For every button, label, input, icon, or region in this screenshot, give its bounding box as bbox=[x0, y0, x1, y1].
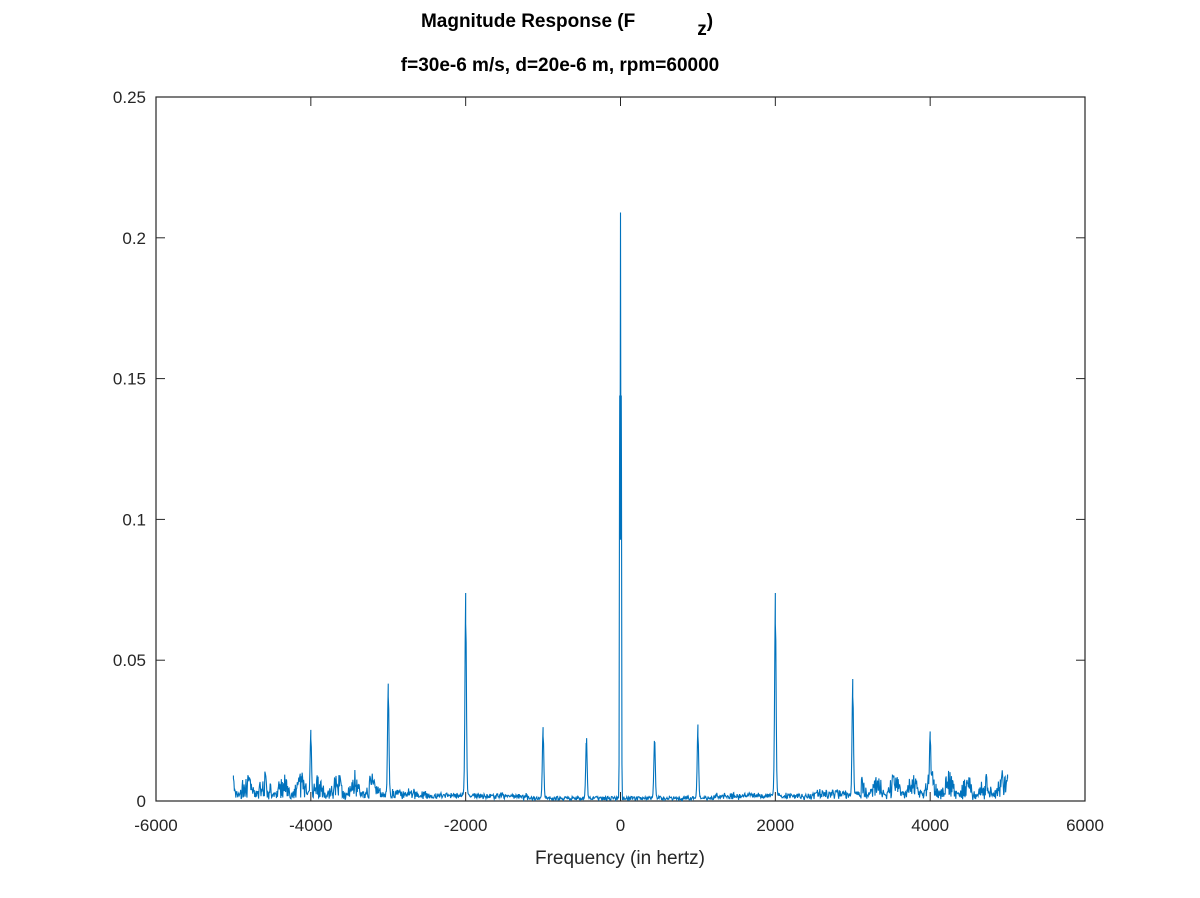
y-tick-label: 0 bbox=[137, 792, 146, 811]
x-tick-label: 6000 bbox=[1066, 816, 1104, 835]
y-tick-label: 0.05 bbox=[113, 651, 146, 670]
x-axis-label: Frequency (in hertz) bbox=[535, 848, 705, 869]
chart-title-main: Magnitude Response (F bbox=[421, 11, 635, 32]
x-tick-label: -6000 bbox=[134, 816, 177, 835]
chart-title-close: ) bbox=[707, 11, 713, 32]
x-tick-label: -2000 bbox=[444, 816, 487, 835]
chart-title-subscript: z bbox=[697, 19, 707, 40]
x-tick-label: -4000 bbox=[289, 816, 332, 835]
axis-tick-labels: -6000 -4000 -2000 0 2000 4000 6000 0 0.05 0.1 0.15… bbox=[113, 88, 1104, 835]
y-tick-label: 0.15 bbox=[113, 370, 146, 389]
chart-title: Magnitude Response (F z) bbox=[421, 11, 713, 40]
y-tick-label: 0.2 bbox=[122, 229, 146, 248]
y-tick-label: 0.25 bbox=[113, 88, 146, 107]
y-tick-label: 0.1 bbox=[122, 510, 146, 529]
chart-subtitle: f=30e-6 m/s, d=20e-6 m, rpm=60000 bbox=[401, 55, 719, 76]
series-line bbox=[232, 212, 1009, 802]
x-tick-label: 0 bbox=[616, 816, 625, 835]
x-tick-label: 2000 bbox=[756, 816, 794, 835]
x-tick-label: 4000 bbox=[911, 816, 949, 835]
axis-ticks bbox=[155, 96, 1086, 802]
